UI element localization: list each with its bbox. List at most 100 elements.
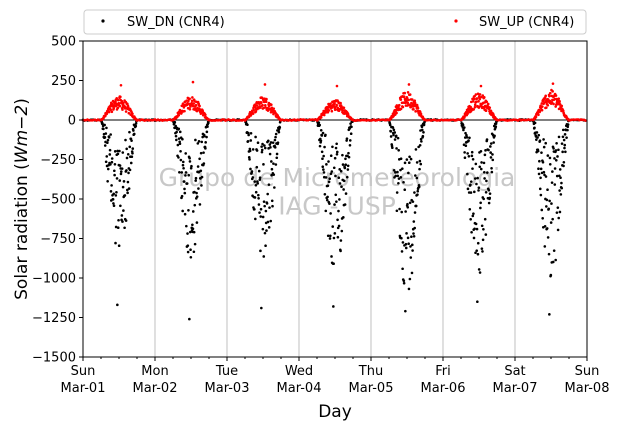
sw-dn-point — [333, 156, 337, 160]
sw-dn-point — [469, 217, 472, 221]
sw-dn-point — [260, 148, 264, 152]
sw-dn-point — [409, 256, 413, 259]
sw-dn-point — [350, 125, 353, 129]
sw-dn-point — [259, 207, 263, 211]
sw-dn-point — [543, 245, 547, 248]
sw-dn-point — [267, 183, 271, 186]
sw-dn-point — [551, 170, 554, 173]
sw-dn-point — [327, 160, 330, 163]
sw-dn-point — [473, 177, 477, 180]
sw-dn-point — [542, 145, 546, 149]
sw-dn-point — [261, 142, 264, 146]
plot-area: Grupo de Micrometeorologia IAG - USP — [81, 40, 588, 358]
sw-dn-point — [321, 157, 324, 161]
sw-up-point — [337, 101, 341, 105]
sw-dn-point — [535, 138, 538, 141]
sw-dn-point — [260, 145, 263, 148]
sw-up-point — [265, 97, 268, 101]
sw-dn-point — [333, 232, 337, 235]
sw-dn-point — [488, 196, 492, 200]
sw-dn-point — [487, 148, 490, 152]
sw-dn-point — [408, 277, 412, 281]
sw-dn-point — [109, 190, 113, 193]
sw-dn-point — [178, 171, 181, 174]
sw-dn-point — [402, 180, 405, 184]
watermark-line-2: IAG - USP — [278, 191, 396, 220]
sw-dn-point — [207, 121, 210, 125]
sw-dn-point — [484, 149, 487, 152]
sw-dn-point — [407, 242, 410, 246]
sw-up-point — [534, 115, 538, 119]
sw-dn-point — [103, 123, 106, 127]
sw-dn-point — [257, 169, 261, 173]
x-tick-label-date: Mar-03 — [205, 381, 250, 396]
sw-dn-point — [555, 211, 559, 214]
sw-dn-point — [334, 174, 337, 178]
sw-up-point — [182, 106, 186, 109]
sw-dn-point — [110, 157, 114, 160]
sw-dn-point — [346, 168, 350, 171]
sw-dn-point — [183, 191, 187, 195]
sw-dn-point — [246, 123, 249, 127]
sw-up-point — [192, 102, 196, 105]
sw-dn-point — [180, 171, 184, 174]
series-sw-up — [81, 80, 587, 122]
sw-dn-point — [178, 142, 182, 146]
sw-dn-point — [122, 180, 126, 183]
x-axis-ticks: Sun Mar-01 Mon Mar-02 Tue Mar-03 Wed Mar-04 Thu M… — [61, 357, 609, 396]
sw-up-point — [188, 97, 191, 101]
sw-dn-point — [257, 197, 260, 200]
sw-dn-point — [476, 252, 480, 256]
sw-up-point — [259, 106, 262, 109]
sw-dn-point — [403, 161, 407, 165]
sw-dn-point — [566, 123, 570, 126]
gridlines — [154, 41, 516, 357]
sw-up-point — [552, 102, 555, 106]
sw-dn-point — [402, 281, 406, 285]
sw-dn-point — [336, 235, 340, 239]
sw-dn-point — [104, 132, 108, 135]
sw-dn-point — [101, 122, 104, 125]
sw-dn-point — [322, 168, 325, 171]
sw-dn-point — [265, 202, 269, 205]
sw-up-point — [270, 103, 273, 106]
sw-dn-point — [251, 148, 255, 151]
sw-up-point — [324, 111, 328, 114]
sw-dn-point — [394, 134, 398, 138]
sw-dn-point — [195, 191, 198, 195]
sw-dn-point — [250, 170, 254, 173]
sw-dn-point — [494, 122, 498, 125]
sw-up-point — [190, 99, 194, 103]
sw-up-point — [190, 101, 194, 105]
sw-dn-point — [205, 135, 208, 139]
sw-dn-point — [268, 143, 272, 146]
sw-up-point — [406, 101, 410, 105]
sw-dn-point — [258, 178, 262, 181]
sw-dn-point — [322, 171, 326, 174]
sw-up-point — [120, 99, 124, 103]
sw-dn-point — [324, 176, 328, 179]
sw-dn-point — [128, 130, 131, 134]
sw-dn-point — [118, 179, 122, 182]
sw-dn-point — [321, 165, 325, 168]
sw-dn-point — [538, 187, 542, 191]
sw-up-point — [560, 104, 564, 108]
sw-dn-point — [542, 138, 545, 141]
sw-dn-point — [119, 172, 123, 176]
sw-up-point — [541, 105, 544, 108]
sw-dn-point — [337, 209, 340, 213]
sw-dn-point — [265, 229, 268, 232]
legend-label-sw-dn: SW_DN (CNR4) — [127, 15, 225, 30]
sw-dn-point — [566, 125, 570, 129]
sw-dn-point — [335, 150, 339, 154]
sw-dn-point — [189, 255, 193, 259]
sw-dn-point — [334, 146, 338, 150]
sw-dn-point — [194, 176, 198, 180]
sw-dn-point — [475, 227, 479, 231]
sw-dn-point — [401, 167, 404, 170]
sw-dn-point — [179, 149, 182, 153]
sw-dn-point — [332, 236, 336, 240]
sw-dn-point — [560, 142, 564, 145]
sw-dn-point — [271, 141, 275, 144]
sw-dn-point — [264, 244, 267, 248]
